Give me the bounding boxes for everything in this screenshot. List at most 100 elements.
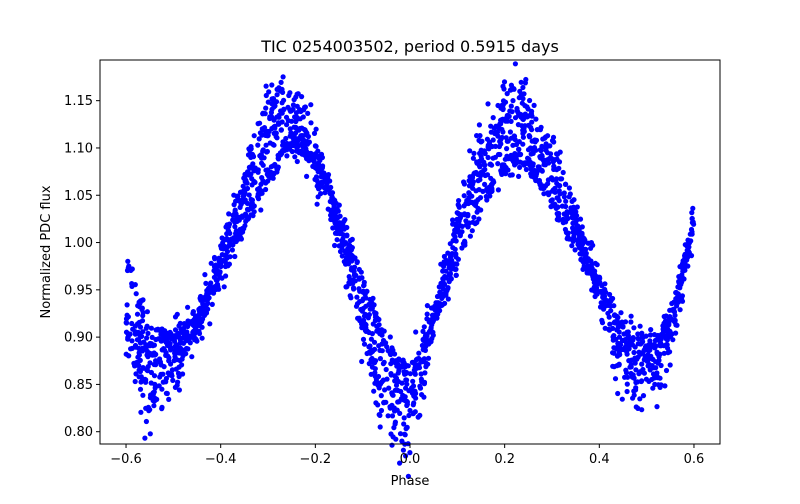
data-point	[542, 135, 548, 141]
data-point	[606, 326, 612, 332]
data-point	[250, 213, 256, 219]
data-point	[293, 110, 300, 116]
data-point	[301, 137, 307, 143]
data-point	[465, 224, 471, 230]
data-point	[221, 284, 227, 290]
data-point	[379, 332, 385, 338]
data-point	[264, 149, 270, 155]
data-point	[461, 193, 467, 199]
data-point	[325, 187, 331, 193]
y-tick-label: 0.95	[64, 283, 93, 298]
data-point	[246, 192, 252, 198]
data-point	[378, 407, 385, 414]
data-point	[443, 275, 449, 281]
data-point	[556, 183, 563, 189]
data-point	[242, 186, 248, 192]
data-point	[679, 293, 686, 299]
data-point	[470, 179, 476, 185]
y-tick-label: 0.90	[64, 331, 93, 346]
data-point	[556, 159, 563, 165]
data-point	[528, 166, 534, 172]
data-point	[259, 190, 265, 196]
data-point	[689, 210, 695, 216]
data-point	[306, 155, 312, 161]
data-point	[546, 160, 552, 166]
data-point	[346, 274, 352, 280]
data-point	[394, 363, 400, 369]
data-point	[366, 361, 372, 367]
data-point	[124, 320, 130, 326]
data-point	[331, 200, 337, 206]
data-point	[640, 393, 647, 399]
data-point	[178, 326, 184, 332]
data-point	[215, 268, 221, 274]
data-point	[665, 330, 671, 336]
data-point	[512, 137, 518, 143]
data-point	[363, 303, 369, 309]
data-point	[171, 358, 177, 364]
data-point	[467, 233, 473, 239]
data-point	[569, 243, 575, 249]
data-point	[576, 232, 582, 238]
data-point	[624, 351, 630, 357]
data-point	[361, 317, 367, 323]
data-point	[630, 335, 636, 341]
data-point	[168, 346, 174, 352]
data-point	[214, 263, 220, 269]
data-point	[279, 86, 285, 92]
data-point	[227, 254, 233, 260]
data-point	[274, 86, 280, 92]
data-point	[335, 214, 341, 221]
data-point	[563, 198, 569, 204]
data-point	[278, 79, 284, 85]
data-point	[176, 387, 182, 393]
data-point	[153, 358, 159, 364]
data-point	[318, 191, 324, 197]
data-point	[354, 294, 360, 300]
data-point	[599, 283, 605, 289]
data-point	[324, 181, 330, 187]
data-point	[377, 412, 383, 418]
data-point	[466, 183, 472, 189]
data-point	[148, 380, 154, 386]
data-point	[189, 354, 195, 360]
data-point	[218, 259, 224, 265]
data-point	[129, 338, 135, 344]
data-point	[225, 228, 232, 234]
data-point	[614, 314, 620, 320]
data-point	[618, 346, 624, 352]
data-point	[476, 216, 482, 222]
data-point	[152, 395, 158, 402]
data-point	[418, 371, 424, 377]
data-point	[523, 166, 530, 173]
data-point	[289, 118, 295, 124]
data-point	[209, 301, 215, 307]
data-point	[412, 365, 418, 371]
data-point	[180, 335, 186, 341]
data-point	[611, 345, 617, 351]
data-point	[339, 253, 345, 259]
data-point	[343, 256, 350, 262]
data-point	[129, 283, 135, 289]
data-point	[404, 381, 410, 387]
data-point	[478, 153, 484, 159]
data-point	[454, 216, 460, 222]
data-point	[673, 330, 679, 336]
data-point	[403, 370, 409, 377]
data-point	[666, 322, 672, 328]
data-point	[425, 355, 432, 361]
data-point	[640, 339, 646, 345]
data-point	[635, 331, 641, 337]
data-point	[453, 251, 459, 257]
data-point	[292, 154, 298, 160]
data-point	[387, 351, 393, 357]
data-point	[140, 329, 146, 335]
data-point	[453, 272, 459, 278]
data-point	[655, 360, 661, 366]
data-point	[593, 279, 600, 285]
data-point	[407, 371, 413, 377]
data-point	[658, 382, 664, 388]
data-point	[455, 256, 461, 262]
data-point	[303, 132, 309, 138]
data-point	[265, 99, 271, 105]
